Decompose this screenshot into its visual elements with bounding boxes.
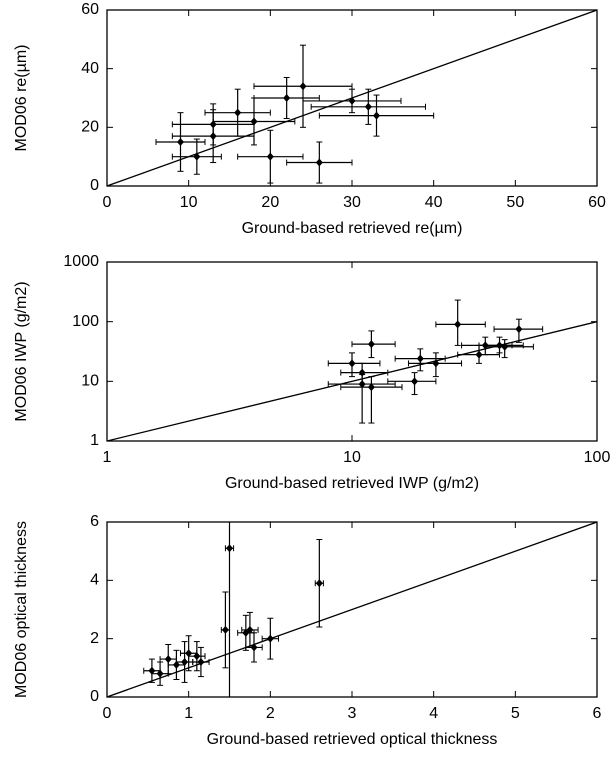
y-tick-label: 60 (81, 1, 99, 18)
y-tick-label: 40 (81, 60, 99, 77)
one-to-one-line (107, 522, 597, 697)
point (193, 652, 201, 661)
point (226, 544, 233, 553)
x-axis-label: Ground-based retrieved re(µm) (242, 220, 463, 237)
x-tick-label: 2 (266, 705, 275, 722)
plot (107, 522, 597, 697)
point (315, 579, 323, 588)
point (250, 643, 258, 652)
y-tick-label: 100 (72, 313, 99, 330)
point (221, 625, 229, 634)
y-tick-label: 20 (81, 119, 99, 136)
y-tick-label: 2 (90, 630, 99, 647)
y-tick-label: 0 (90, 688, 99, 705)
x-axis-label: Ground-based retrieved optical thickness (207, 731, 498, 748)
x-tick-label: 100 (584, 449, 611, 466)
x-tick-label: 5 (511, 705, 520, 722)
point (164, 655, 172, 664)
point (250, 117, 258, 126)
point (373, 111, 380, 120)
x-tick-label: 6 (593, 705, 602, 722)
point (432, 359, 440, 368)
point (348, 96, 356, 105)
x-tick-label: 0 (103, 705, 112, 722)
point (181, 658, 189, 666)
point (266, 152, 274, 161)
point (266, 634, 274, 643)
x-tick-label: 60 (588, 194, 606, 211)
plot-frame (106, 261, 598, 442)
point (197, 658, 205, 666)
point (411, 377, 419, 386)
x-tick-label: 10 (180, 194, 198, 211)
point (515, 325, 523, 334)
x-tick-label: 50 (506, 194, 524, 211)
point (193, 152, 201, 161)
y-axis-label: MOD06 re(µm) (13, 45, 30, 152)
point (234, 108, 242, 117)
plot (107, 299, 597, 441)
x-tick-label: 30 (343, 194, 361, 211)
point (156, 669, 164, 678)
x-tick-label: 1 (103, 449, 112, 466)
point (475, 350, 483, 359)
point (367, 383, 375, 392)
point (358, 380, 366, 389)
y-tick-label: 6 (90, 513, 99, 530)
point (299, 82, 307, 91)
point (283, 94, 291, 102)
point (177, 138, 184, 146)
point (348, 359, 356, 368)
point (246, 625, 254, 634)
x-tick-label: 0 (103, 194, 112, 211)
x-tick-label: 3 (348, 705, 357, 722)
point (496, 341, 504, 350)
x-tick-label: 1 (184, 705, 193, 722)
x-tick-label: 4 (429, 705, 438, 722)
y-axis-label: MOD06 optical thickness (13, 521, 30, 698)
point (364, 102, 372, 111)
y-axis-label: MOD06 IWP (g/m2) (13, 281, 30, 421)
plot (107, 10, 597, 186)
point (501, 342, 509, 351)
point (416, 354, 424, 363)
y-tick-label: 0 (90, 177, 99, 194)
y-tick-label: 1 (90, 432, 99, 449)
point (315, 158, 323, 167)
x-axis-label: Ground-based retrieved IWP (g/m2) (225, 475, 479, 492)
y-tick-label: 10 (81, 373, 99, 390)
x-tick-label: 40 (425, 194, 443, 211)
point (454, 320, 462, 329)
point (367, 340, 375, 349)
x-tick-label: 20 (261, 194, 279, 211)
y-tick-label: 4 (90, 572, 99, 589)
one-to-one-line (107, 321, 597, 441)
y-tick-label: 1000 (63, 253, 99, 270)
x-tick-label: 10 (343, 449, 361, 466)
